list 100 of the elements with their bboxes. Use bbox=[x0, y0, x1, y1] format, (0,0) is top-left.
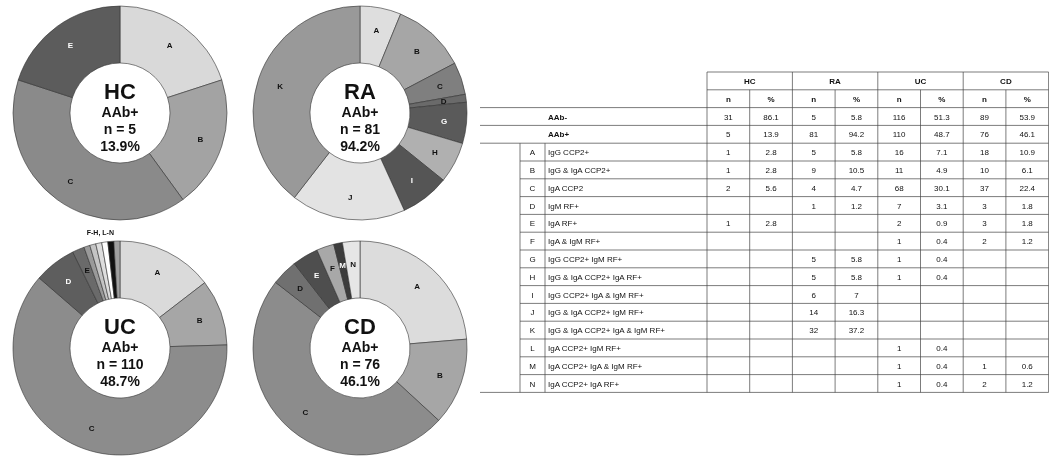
y-tick-label: IgM RF+ bbox=[548, 201, 580, 211]
text: 13.9% bbox=[100, 138, 141, 154]
slice-label: B bbox=[197, 135, 204, 145]
text: n = 76 bbox=[339, 356, 381, 372]
data-label: 89 bbox=[980, 112, 990, 122]
slice-label: A bbox=[373, 26, 380, 36]
y-tick-label: IgG & IgA CCP2+ IgA RF+ bbox=[548, 272, 643, 282]
slice-label: C bbox=[88, 423, 95, 433]
data-label: 2 bbox=[982, 237, 988, 247]
slice-label: B bbox=[196, 315, 203, 325]
slice-label: M bbox=[339, 261, 347, 271]
data-label: 0.4 bbox=[936, 344, 948, 353]
data-label: 0.4 bbox=[936, 272, 948, 282]
slice-label: K bbox=[277, 81, 284, 91]
data-label: 1.2 bbox=[1021, 237, 1034, 247]
y-tick-label: IgG & IgA CCP2+ IgA & IgM RF+ bbox=[548, 326, 666, 336]
text: 48.7% bbox=[100, 373, 141, 389]
text: UC bbox=[914, 77, 927, 86]
text: n = 110 bbox=[96, 356, 144, 372]
y2-tick-label: J bbox=[530, 308, 535, 318]
data-label: 1 bbox=[811, 201, 817, 211]
data-label: 22.4 bbox=[1019, 183, 1036, 193]
data-label: 1 bbox=[982, 361, 988, 371]
data-label: 37.2 bbox=[848, 326, 865, 336]
slice-label: N bbox=[350, 259, 357, 269]
y-tick-label: IgA CCP2 bbox=[548, 183, 584, 193]
data-label: 13.9 bbox=[763, 130, 780, 140]
data-label: 46.1 bbox=[1019, 130, 1036, 140]
data-label: 10.9 bbox=[1019, 148, 1036, 158]
y-tick-label: AAb+ bbox=[548, 130, 570, 140]
data-label: 10 bbox=[980, 166, 990, 175]
data-label: 2.8 bbox=[765, 148, 778, 158]
data-label: 1 bbox=[896, 379, 902, 389]
data-label: 53.9 bbox=[1019, 112, 1036, 122]
data-label: 5 bbox=[811, 272, 817, 282]
x-tick-label: n bbox=[811, 94, 817, 104]
data-label: 0.9 bbox=[936, 219, 948, 229]
data-label: 0.6 bbox=[1021, 361, 1034, 371]
data-label: 18 bbox=[980, 148, 990, 158]
slice-label: H bbox=[431, 148, 438, 158]
data-label: 1 bbox=[726, 219, 732, 229]
y2-tick-label: G bbox=[529, 255, 536, 264]
data-label: 2.8 bbox=[765, 219, 778, 229]
y-tick-label: IgA CCP2+ IgM RF+ bbox=[548, 344, 622, 353]
x-tick-label: % bbox=[1023, 94, 1031, 104]
data-label: 6.1 bbox=[1021, 166, 1034, 175]
data-label: 31 bbox=[723, 112, 734, 122]
data-label: 116 bbox=[892, 112, 907, 122]
y2-tick-label: B bbox=[529, 166, 536, 175]
text: 94.2% bbox=[340, 138, 381, 154]
data-label: 51.3 bbox=[934, 112, 951, 122]
slice-label: D bbox=[65, 277, 72, 287]
slice-label: C bbox=[302, 408, 309, 418]
slice-label: D bbox=[297, 284, 304, 294]
data-label: 1 bbox=[896, 344, 902, 353]
text: RA bbox=[344, 79, 376, 104]
data-label: 81 bbox=[809, 130, 819, 140]
data-label: 3 bbox=[982, 219, 988, 229]
y-tick-label: IgG CCP2+ bbox=[548, 148, 590, 158]
data-label: 5 bbox=[811, 112, 817, 122]
data-label: 4.7 bbox=[850, 183, 863, 193]
data-label: 32 bbox=[809, 326, 819, 336]
data-label: 5.6 bbox=[765, 183, 778, 193]
data-label: 1 bbox=[896, 237, 902, 247]
slice-label: B bbox=[437, 371, 444, 381]
data-label: 9 bbox=[811, 166, 817, 175]
data-label: 5.8 bbox=[850, 148, 863, 158]
data-label: 94.2 bbox=[848, 130, 865, 140]
y-tick-label: IgG & IgA CCP2+ IgM RF+ bbox=[548, 308, 644, 318]
data-label: 11 bbox=[894, 166, 904, 175]
text: AAb+ bbox=[101, 339, 139, 355]
text: HC bbox=[743, 77, 756, 86]
slice-label: E bbox=[67, 40, 74, 50]
data-label: 7 bbox=[896, 201, 902, 211]
data-label: 0.4 bbox=[936, 237, 948, 247]
text: AAb+ bbox=[341, 339, 379, 355]
data-label: 2 bbox=[726, 183, 732, 193]
text: 46.1% bbox=[340, 373, 381, 389]
slice-label: A bbox=[154, 268, 161, 278]
slice-label: C bbox=[437, 81, 444, 91]
data-label: 1 bbox=[726, 166, 732, 175]
data-label: 1 bbox=[726, 148, 732, 158]
data-label: 1.2 bbox=[850, 201, 863, 211]
slice-label: E bbox=[84, 266, 91, 276]
data-label: 2 bbox=[982, 379, 988, 389]
slice-label: E bbox=[314, 271, 321, 281]
slice-label: I bbox=[410, 175, 413, 185]
y2-tick-label: F bbox=[530, 237, 536, 247]
data-label: 2 bbox=[896, 219, 902, 229]
text: n = 81 bbox=[339, 121, 381, 137]
x-tick-label: % bbox=[938, 94, 946, 104]
text: HC bbox=[104, 79, 136, 104]
text: UC bbox=[104, 314, 136, 339]
data-label: 5 bbox=[811, 255, 817, 264]
y-tick-label: IgG CCP2+ IgM RF+ bbox=[548, 255, 623, 264]
data-label: 1.8 bbox=[1021, 201, 1034, 211]
data-label: 48.7 bbox=[934, 130, 951, 140]
data-label: 0.4 bbox=[936, 379, 948, 389]
data-label: 0.4 bbox=[936, 255, 948, 264]
slice-label: B bbox=[413, 46, 420, 56]
